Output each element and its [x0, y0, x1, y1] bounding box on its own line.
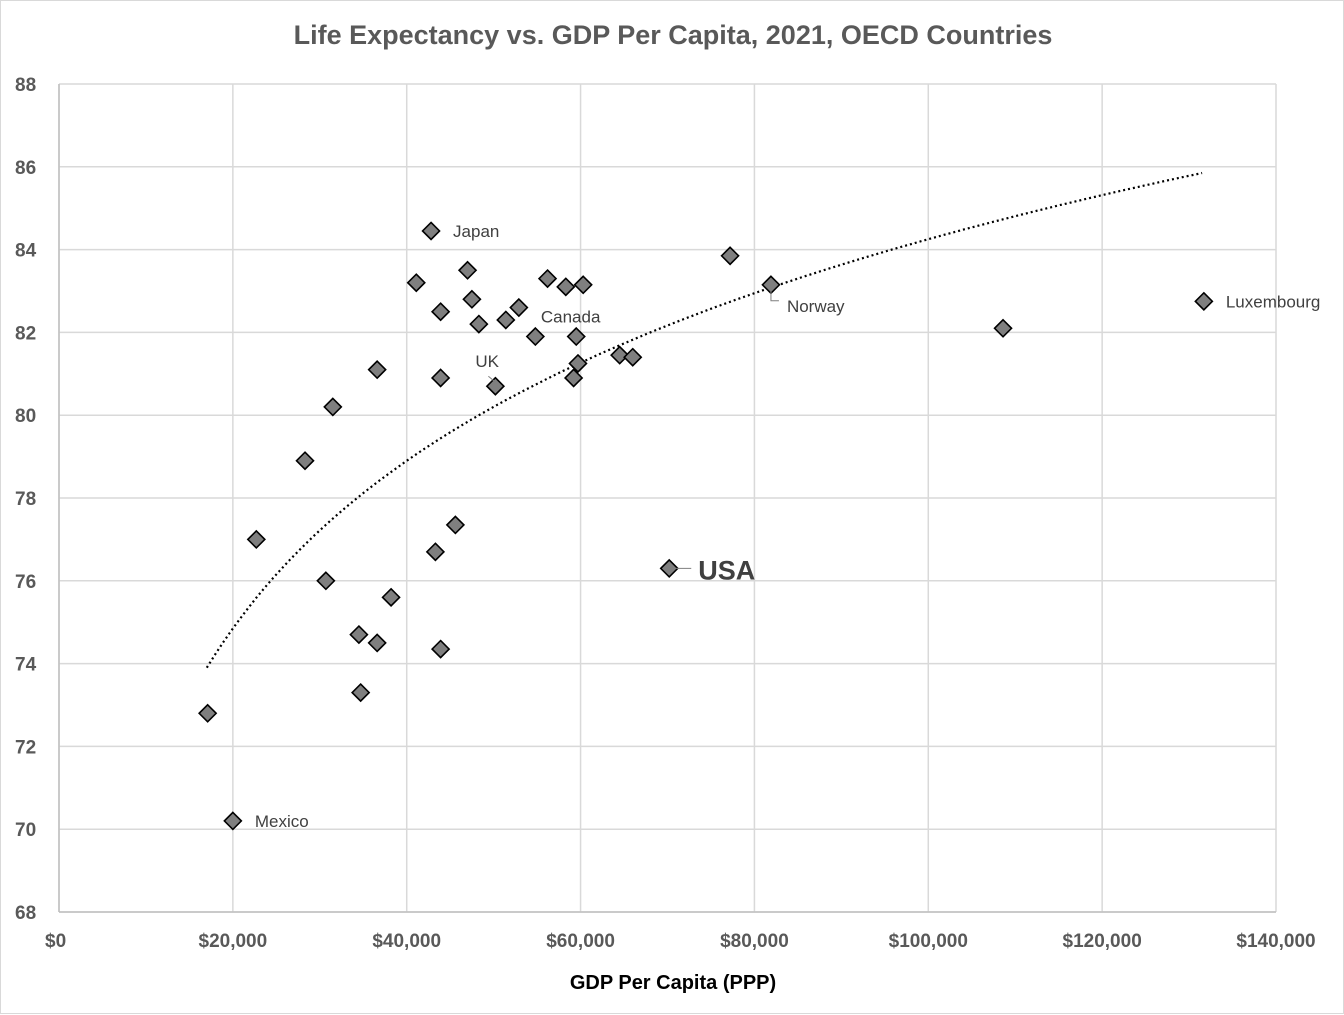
data-point: [610, 345, 630, 365]
point-mexico: [223, 811, 243, 831]
data-point: [462, 289, 482, 309]
data-point: [469, 314, 489, 334]
point-japan: [421, 221, 441, 241]
data-point: [573, 275, 593, 295]
y-tick-label: 78: [15, 489, 36, 510]
y-tick-label: 76: [15, 572, 36, 593]
y-tick-label: 74: [15, 655, 37, 676]
point-uk: [485, 376, 506, 396]
label-leader-line: [488, 375, 495, 382]
data-label-japan: Japan: [453, 222, 499, 241]
chart-title: Life Expectancy vs. GDP Per Capita, 2021…: [294, 20, 1053, 50]
x-tick-label: $80,000: [720, 931, 789, 952]
data-point: [556, 277, 576, 297]
data-point: [351, 682, 371, 703]
gridlines: [58, 83, 1277, 913]
data-point: [623, 347, 643, 367]
data-point: [566, 326, 586, 347]
x-tick-label: $140,000: [1236, 931, 1315, 952]
axes: 68 70 72 74 76 78 80 82 84 86 88 $0 $20,000 $40,000 $6…: [15, 75, 1316, 952]
data-point: [295, 451, 315, 471]
data-point: [381, 587, 401, 607]
data-point: [316, 571, 336, 591]
data-point: [406, 273, 426, 293]
data-point: [430, 368, 451, 388]
data-point: [993, 318, 1013, 338]
point-usa: [659, 558, 679, 579]
trendline-layer: [205, 171, 1203, 669]
data-point: [537, 268, 558, 289]
x-axis-title: GDP Per Capita (PPP): [570, 972, 776, 994]
data-point: [457, 260, 478, 280]
y-tick-label: 70: [15, 820, 36, 841]
data-point: [367, 360, 387, 380]
data-point: [367, 633, 387, 653]
data-point: [246, 529, 266, 550]
trendline: [205, 171, 1203, 669]
y-tick-label: 80: [15, 406, 36, 427]
data-label-usa: USA: [698, 555, 755, 585]
data-point: [525, 326, 546, 347]
y-tick-label: 86: [15, 158, 36, 179]
data-point: [720, 246, 740, 266]
data-point: [323, 397, 343, 417]
data-point: [430, 639, 451, 659]
data-label-luxembourg: Luxembourg: [1226, 292, 1321, 311]
data-point: [430, 302, 451, 322]
data-label-norway: Norway: [787, 297, 845, 316]
data-point: [425, 542, 446, 562]
y-tick-label: 82: [15, 323, 36, 344]
data-label-uk: UK: [475, 352, 499, 371]
x-tick-label: $0: [45, 931, 66, 952]
point-canada: [509, 297, 529, 318]
data-labels: Mexico Japan UK Canada USA Norway Luxembourg: [255, 222, 1321, 831]
x-tick-label: $40,000: [372, 931, 441, 952]
data-point: [568, 353, 588, 374]
label-leader-line: [770, 290, 779, 302]
y-tick-label: 84: [15, 241, 37, 262]
x-tick-label: $100,000: [889, 931, 968, 952]
data-point: [198, 703, 218, 723]
x-tick-label: $20,000: [199, 931, 268, 952]
y-tick-label: 88: [15, 75, 36, 96]
data-point: [445, 515, 466, 535]
y-tick-label: 68: [15, 903, 36, 924]
x-tick-label: $60,000: [546, 931, 615, 952]
data-point: [349, 624, 369, 645]
data-point: [563, 368, 584, 388]
point-luxembourg: [1194, 291, 1214, 311]
point-norway: [761, 275, 781, 295]
data-label-mexico: Mexico: [255, 812, 309, 831]
y-tick-label: 72: [15, 737, 36, 758]
x-tick-label: $120,000: [1063, 931, 1142, 952]
data-points: [198, 221, 1214, 831]
data-point: [496, 310, 516, 330]
data-label-canada: Canada: [541, 308, 601, 327]
